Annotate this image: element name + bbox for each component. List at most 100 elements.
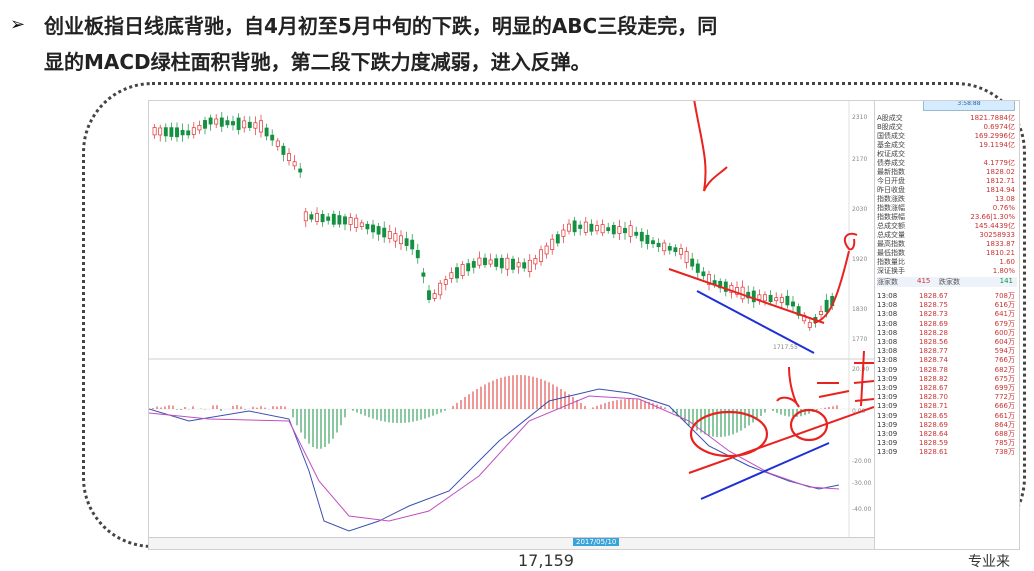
candle-body [774, 297, 779, 302]
tick-p: 1828.74 [919, 356, 948, 365]
tick-q: 679万 [994, 319, 1015, 328]
tick-t: 13:09 [877, 420, 898, 429]
candle-body [298, 168, 303, 173]
axis-label: -20.00 [852, 458, 872, 465]
axis-label: 2170 [852, 156, 867, 163]
tick-p: 1828.73 [919, 310, 948, 319]
stat-key: 国债成交 [877, 132, 905, 140]
stat-value: 1.80% [992, 267, 1015, 275]
candle-body [494, 258, 499, 267]
candle-body [393, 233, 398, 242]
stat-value: 0.6974亿 [983, 123, 1016, 131]
candle-body [180, 129, 185, 136]
stat-value: 169.2996亿 [974, 132, 1015, 140]
tick-row: 13:08 1828.28 600万 [877, 328, 1017, 338]
tick-t: 13:08 [877, 319, 898, 328]
tick-q: 708万 [994, 292, 1015, 300]
axis-label: 20.00 [852, 366, 869, 373]
tick-t: 13:09 [877, 448, 898, 457]
candle-body [281, 145, 286, 155]
tick-q: 864万 [994, 420, 1015, 429]
stat-value: 1828.02 [986, 168, 1015, 176]
candle-body [757, 294, 762, 300]
tick-t: 13:09 [877, 374, 898, 383]
candle-body [527, 259, 532, 272]
candle-body [315, 213, 319, 222]
down-count: 141 [999, 277, 1013, 285]
candle-body [287, 153, 291, 161]
candle-body [219, 117, 224, 127]
candle-body [690, 258, 695, 267]
tick-p: 1828.77 [919, 347, 948, 356]
candle-body [723, 281, 728, 292]
tick-t: 13:09 [877, 402, 898, 411]
candle-body [583, 221, 588, 233]
candle-body [253, 122, 258, 129]
stat-row: 权证成交 [877, 149, 1017, 159]
candle-body [365, 223, 370, 230]
tick-p: 1828.67 [919, 292, 948, 300]
candle-body [303, 211, 308, 222]
candle-body [791, 301, 795, 307]
stat-row: 深证换手 1.80% [877, 266, 1017, 276]
candle-body [533, 258, 538, 265]
down-label: 跌家数 [939, 278, 960, 286]
tick-p: 1828.56 [919, 338, 948, 346]
macd-lines [149, 388, 840, 532]
tick-q: 766万 [994, 356, 1015, 365]
candle-body [819, 311, 823, 315]
candle-body [651, 240, 655, 245]
tick-row: 13:08 1828.73 641万 [877, 309, 1017, 319]
candle-body [438, 282, 443, 296]
axis-label: 2030 [852, 206, 867, 213]
candle-body [751, 290, 756, 303]
tick-q: 594万 [994, 347, 1015, 356]
candle-body [348, 217, 353, 225]
candle-body [662, 242, 667, 252]
candle-body [354, 217, 359, 228]
candle-body [443, 279, 448, 285]
candle-body [163, 127, 168, 137]
tick-t: 13:09 [877, 384, 898, 392]
stat-key: 指数量比 [877, 258, 905, 266]
candle-body [555, 234, 560, 244]
candle-body [197, 125, 202, 131]
annotation-circle-small [789, 408, 829, 442]
tick-q: 785万 [994, 439, 1015, 448]
header-line-2: 显的MACD绿柱面积背驰，第二段下跌力度减弱，进入反弹。 [44, 50, 591, 74]
candle-body [242, 120, 247, 129]
tick-t: 13:08 [877, 347, 898, 356]
candle-body [623, 227, 627, 234]
candle-body [707, 274, 711, 285]
tick-q: 772万 [994, 393, 1015, 402]
candle-body [175, 127, 179, 138]
candle-body [309, 214, 314, 220]
annotation-arrow-down [693, 101, 728, 192]
chart-screenshot: 2310 2170 2030 1920 1830 1770 20.00 0.00… [148, 100, 1020, 550]
tick-t: 13:09 [877, 411, 898, 420]
candle-body [589, 223, 594, 232]
candle-body [611, 224, 616, 235]
candle-body [214, 118, 219, 125]
tick-p: 1828.65 [919, 411, 948, 420]
candle-body [320, 214, 325, 223]
candle-body [645, 234, 650, 244]
stat-key: 权证成交 [877, 150, 905, 158]
tick-q: 738万 [994, 448, 1015, 457]
tick-row: 13:09 1828.82 675万 [877, 374, 1017, 384]
stat-value: 145.4439亿 [974, 222, 1015, 230]
tick-row: 13:09 1828.61 738万 [877, 447, 1017, 457]
candle-body [477, 257, 482, 266]
tick-p: 1828.71 [919, 402, 948, 411]
candle-body [415, 249, 420, 259]
candle-body [628, 225, 633, 237]
stat-key: 昨日收盘 [877, 186, 905, 194]
candle-body [578, 224, 583, 229]
date-axis [149, 537, 874, 549]
stat-row: 基金成交 19.1194亿 [877, 140, 1017, 150]
tick-t: 13:09 [877, 439, 898, 448]
stat-key: 总成交量 [877, 231, 905, 239]
stat-row: 指数涨跌 13.08 [877, 194, 1017, 204]
candle-body [796, 306, 801, 316]
tick-q: 661万 [994, 411, 1015, 420]
